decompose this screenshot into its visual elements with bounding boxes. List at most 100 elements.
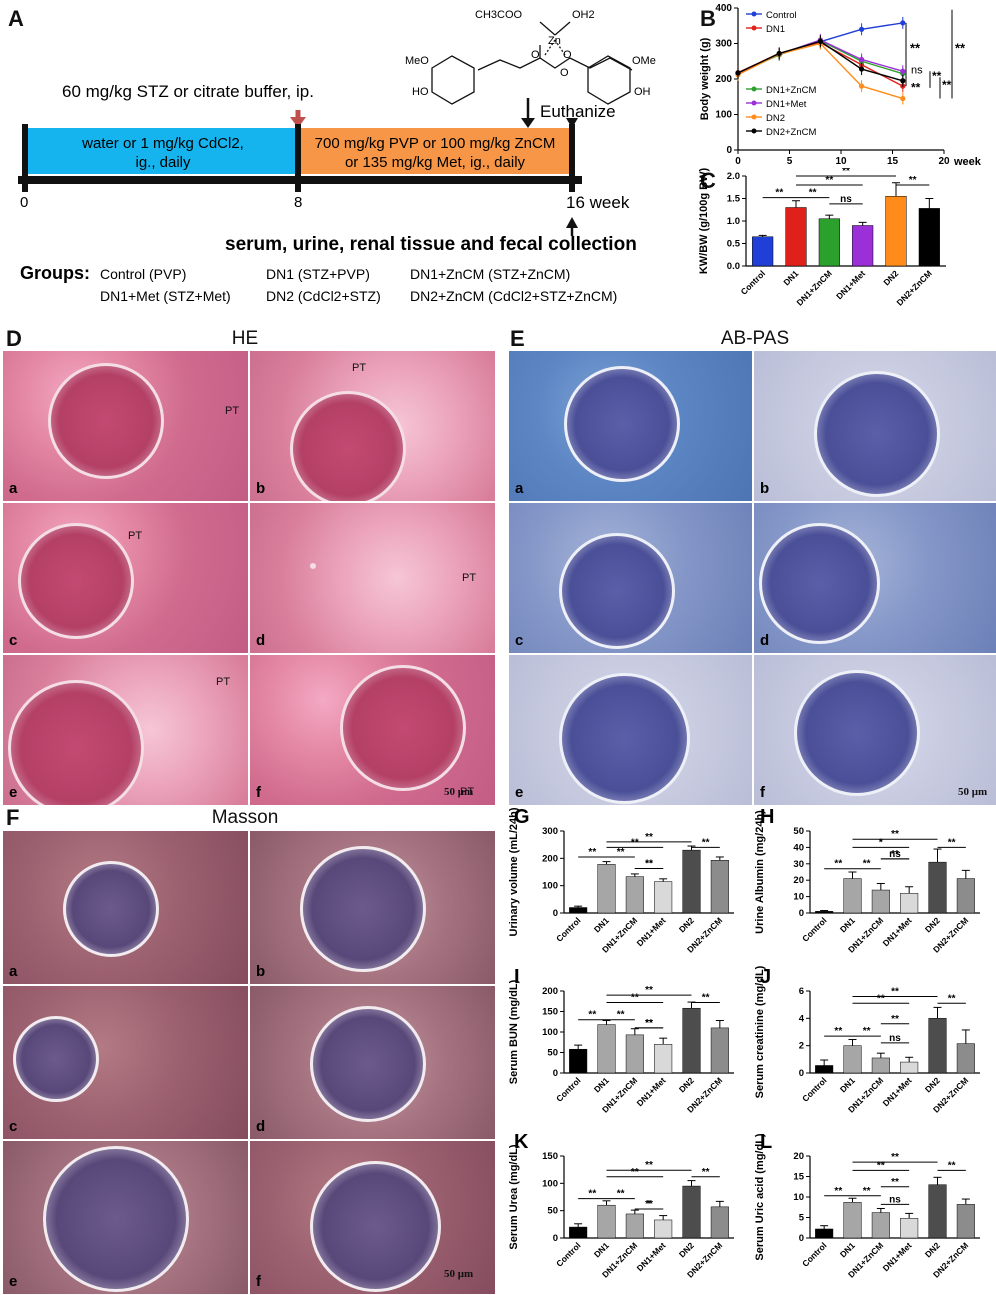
- b-point: [859, 66, 865, 72]
- bar: [597, 1204, 616, 1239]
- bar-ytick-label: 2: [799, 1041, 804, 1052]
- glomerulus: [310, 563, 316, 569]
- bar-category-label: DN1: [781, 268, 800, 287]
- phase2-box: [298, 128, 572, 174]
- bar-ytick-label: 100: [542, 1178, 558, 1189]
- tile-letter: a: [9, 963, 18, 980]
- b-legend-marker: [751, 11, 757, 17]
- pt-label: PT: [462, 572, 477, 584]
- gridF-tile-a: a: [2, 830, 249, 985]
- sig-label: **: [588, 847, 596, 858]
- bar: [569, 1048, 588, 1074]
- bar-ytick-label: 50: [547, 1206, 558, 1217]
- b-xtick-label: 5: [787, 156, 793, 167]
- group-dn1-zncm: DN1+ZnCM (STZ+ZnCM): [410, 266, 570, 282]
- bar-ytick-label: 10: [793, 1192, 804, 1203]
- bar-ytick-label: 2.0: [727, 171, 740, 182]
- bar-category-label: DN1+Met: [635, 915, 668, 948]
- sig-label: **: [834, 1026, 842, 1037]
- tick-label-0: 0: [20, 194, 28, 211]
- mol-zn: Zn: [548, 35, 561, 47]
- glomerulus: [300, 846, 426, 972]
- tick-label-16: 16 week: [566, 193, 630, 212]
- sig-label: **: [775, 188, 783, 199]
- b-point: [900, 20, 906, 26]
- bar-ytick-label: 100: [542, 881, 558, 892]
- sig-label: ns: [840, 194, 852, 205]
- chart-j: J 0 2 4 6 Serum creatinine (mg/dL) Control DN1 D…: [754, 965, 980, 1115]
- gridE-tile-f: f: [753, 654, 996, 806]
- tile-letter: c: [9, 1118, 18, 1135]
- bar-category-label: DN2: [923, 915, 942, 934]
- mol-o2: O: [563, 49, 572, 61]
- panel-label-g: G: [514, 806, 530, 828]
- bar-category-label: Control: [800, 915, 828, 943]
- tile-letter: a: [515, 480, 524, 497]
- bar-ytick-label: 50: [793, 826, 804, 837]
- bar-category-label: DN1: [838, 1075, 857, 1094]
- bar: [843, 878, 862, 914]
- bar-category-label: Control: [554, 1075, 582, 1103]
- mol-oh: OH: [634, 86, 651, 98]
- glomerulus: [13, 1016, 99, 1102]
- bar-category-label: DN1+Met: [881, 915, 914, 948]
- zncm-molecule: [431, 21, 633, 105]
- sig-label: **: [702, 992, 710, 1003]
- panel-label-a: A: [8, 6, 24, 31]
- bar-category-label: DN2: [923, 1240, 942, 1259]
- sig-label: *: [879, 837, 883, 848]
- gridE-tile-b: b: [753, 350, 996, 502]
- chart-i: I 0 50 100 150 200 Serum BUN (mg/dL) Control DN1…: [508, 966, 734, 1115]
- bar: [900, 1218, 919, 1239]
- bar-category-label: DN1: [592, 1075, 611, 1094]
- sig-label: **: [617, 1189, 625, 1200]
- sig-label: **: [948, 1160, 956, 1171]
- bar-ytick-label: 10: [793, 892, 804, 903]
- bar-ytick-label: 5: [799, 1213, 805, 1224]
- glomerulus: [759, 523, 880, 644]
- glomerulus: [63, 861, 159, 957]
- bar-ytick-label: 200: [542, 853, 558, 864]
- collection-label: serum, urine, renal tissue and fecal col…: [225, 234, 637, 255]
- bar-category-label: DN1: [592, 1240, 611, 1259]
- b-point: [776, 50, 782, 57]
- bar: [956, 1043, 975, 1074]
- bar-category-label: DN1+ZnCM: [794, 268, 833, 307]
- phase1-line1: water or 1 mg/kg CdCl2,: [81, 135, 244, 152]
- bar: [885, 196, 907, 267]
- groups-label: Groups:: [20, 263, 90, 283]
- bar-category-label: DN1: [838, 1240, 857, 1259]
- b-legend-label: DN2: [766, 113, 785, 124]
- mol-ho: HO: [412, 86, 429, 98]
- mol-o3: O: [560, 67, 569, 79]
- sig-label: ns: [889, 1033, 901, 1044]
- sig-label: **: [617, 1010, 625, 1021]
- bar-category-label: Control: [800, 1240, 828, 1268]
- group-dn2: DN2 (CdCl2+STZ): [266, 288, 381, 304]
- stz-arrowhead: [290, 117, 306, 128]
- bar: [928, 1018, 947, 1074]
- phase2-line1: 700 mg/kg PVP or 100 mg/kg ZnCM: [315, 135, 556, 152]
- bar: [625, 876, 644, 914]
- b-point: [859, 56, 865, 63]
- bar-ytick-label: 0: [553, 1233, 558, 1244]
- b-sig: **: [911, 80, 921, 94]
- tile-letter: e: [515, 784, 524, 801]
- glomerulus: [814, 371, 940, 497]
- gridD-tile-b: b: [249, 350, 496, 502]
- glomerulus: [340, 665, 466, 791]
- bar: [815, 911, 834, 914]
- sig-label: **: [645, 858, 653, 869]
- bar-category-label: DN1+Met: [635, 1240, 668, 1273]
- mol-water: OH2: [572, 9, 595, 21]
- bar-ytick-label: 6: [799, 986, 804, 997]
- bar-category-label: DN1+Met: [834, 268, 867, 301]
- b-sig: **: [955, 40, 966, 55]
- bar: [871, 1212, 890, 1239]
- bar: [625, 1213, 644, 1239]
- bar: [852, 225, 874, 267]
- b-point: [859, 26, 865, 32]
- b-legend-label: DN2+ZnCM: [766, 127, 816, 138]
- b-xtick-label: 20: [938, 156, 950, 167]
- bar-ytick-label: 0: [799, 908, 804, 919]
